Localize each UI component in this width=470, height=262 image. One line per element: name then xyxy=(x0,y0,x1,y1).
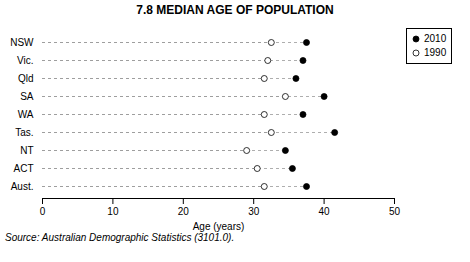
svg-text:50: 50 xyxy=(389,206,401,217)
svg-text:20: 20 xyxy=(178,206,190,217)
svg-text:10: 10 xyxy=(107,206,119,217)
svg-text:40: 40 xyxy=(319,206,331,217)
svg-text:NSW: NSW xyxy=(10,37,34,48)
svg-text:Qld: Qld xyxy=(18,73,34,84)
html-text:Source: Australian Demographic: Source: Australian Demographic Statistic… xyxy=(5,232,235,243)
svg-text:ACT: ACT xyxy=(14,163,34,174)
html-text:1990: 1990 xyxy=(424,47,447,58)
svg-text:Tas.: Tas. xyxy=(15,127,33,138)
html-text:7.8 MEDIAN AGE OF POPULATION: 7.8 MEDIAN AGE OF POPULATION xyxy=(136,3,334,17)
html-text:2010: 2010 xyxy=(424,33,447,44)
svg-text:SA: SA xyxy=(20,91,34,102)
svg-text:NT: NT xyxy=(20,145,33,156)
svg-text:Age (years): Age (years) xyxy=(193,221,245,232)
svg-text:Aust.: Aust. xyxy=(11,181,34,192)
svg-text:0: 0 xyxy=(40,206,46,217)
svg-text:Vic.: Vic. xyxy=(17,55,34,66)
svg-text:WA: WA xyxy=(18,109,34,120)
svg-text:30: 30 xyxy=(248,206,260,217)
